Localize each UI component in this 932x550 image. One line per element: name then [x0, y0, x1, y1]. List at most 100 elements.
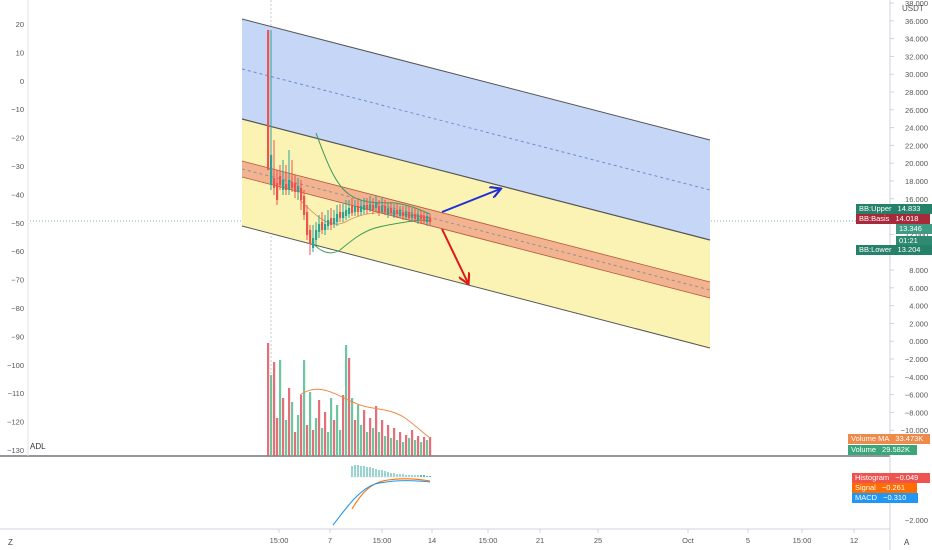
volume-bar: [360, 425, 363, 456]
volume-bar: [342, 395, 345, 456]
candle-body: [297, 186, 300, 192]
time-axis-tick: 12: [850, 536, 858, 545]
macd-tag: MACD −0.310: [852, 493, 919, 503]
adl-axis-tick: −10: [11, 105, 24, 114]
candle-body: [423, 216, 426, 221]
bb-basis-tag: BB:Basis 14.018: [856, 214, 931, 224]
histogram-value: −0.049: [895, 473, 919, 482]
candle-body: [363, 205, 366, 210]
time-axis-tick: 15:00: [479, 536, 498, 545]
candle-body: [354, 206, 357, 212]
adl-axis-tick: −20: [11, 134, 24, 143]
histogram-tag: Histogram −0.049: [852, 473, 931, 483]
volume-bar: [288, 388, 291, 456]
price-candle: [396, 204, 399, 218]
price-candle: [276, 170, 279, 205]
candle-body: [357, 206, 360, 212]
candle-body: [375, 202, 378, 208]
histogram-name: Histogram: [855, 473, 890, 482]
volume-bar: [405, 435, 408, 456]
candle-body: [405, 212, 408, 217]
time-axis-tick: 15:00: [373, 536, 392, 545]
price-candle: [315, 222, 318, 245]
price-candle: [420, 210, 423, 224]
candle-body: [273, 178, 276, 188]
price-candle: [369, 196, 372, 212]
candle-body: [402, 212, 405, 216]
volume-bar: [324, 412, 327, 456]
macd-histogram-bar: [372, 468, 374, 477]
candle-body: [408, 212, 411, 218]
candle-body: [399, 210, 402, 216]
candle-body: [324, 224, 327, 230]
countdown-value: 01:21: [899, 236, 918, 245]
price-axis-tick: 28.000: [905, 88, 928, 97]
candle-body: [336, 214, 339, 222]
last-price-tag: 13.346: [896, 224, 932, 234]
price-candle: [411, 208, 414, 222]
volume-bar: [345, 345, 348, 456]
channel-bottom-line: [241, 225, 711, 349]
candle-body: [330, 218, 333, 225]
volume-bar: [294, 432, 297, 456]
price-candle: [372, 198, 375, 214]
price-candle: [282, 160, 285, 195]
volume-bar: [357, 405, 360, 456]
candle-body: [366, 205, 369, 210]
channel-core-median: [241, 168, 711, 291]
candle-body: [378, 206, 381, 212]
price-candle: [414, 208, 417, 222]
candle-body: [417, 215, 420, 220]
macd-histogram-bar: [381, 470, 383, 477]
macd-histogram-bar: [393, 473, 395, 477]
macd-signal-line: [351, 478, 431, 510]
price-candle: [354, 200, 357, 216]
price-candle: [360, 200, 363, 215]
adl-axis-tick: −130: [7, 446, 24, 455]
price-axis-tick: 12.000: [905, 230, 928, 239]
volume-bar: [303, 360, 306, 456]
candle-body: [270, 155, 273, 185]
candle-body: [279, 176, 282, 185]
volume-bar: [282, 398, 285, 456]
price-candle: [363, 198, 366, 214]
volume-bar: [393, 428, 396, 456]
bb-upper-name: BB:Upper: [859, 204, 892, 213]
price-axis-tick: 38.000: [905, 0, 928, 8]
price-axis-tick: 8.000: [909, 266, 928, 275]
price-candle: [402, 206, 405, 220]
volume-name: Volume: [851, 445, 877, 454]
macd-histogram-bar: [360, 466, 362, 477]
macd-histogram-bar: [384, 471, 386, 477]
arrow-up-annotation: [441, 189, 500, 213]
volume-bar: [429, 437, 432, 456]
volume-bar: [279, 360, 282, 456]
macd-histogram-bar: [369, 467, 371, 477]
volume-bar: [318, 400, 321, 456]
price-candle: [318, 215, 321, 238]
status-right[interactable]: A: [904, 538, 910, 547]
adl-axis-tick: −50: [11, 219, 24, 228]
status-left[interactable]: Z: [8, 538, 13, 547]
time-axis-tick: 15:00: [270, 536, 289, 545]
macd-histogram-bar: [378, 470, 380, 477]
price-candle: [300, 180, 303, 210]
price-axis-tick: −10.000: [901, 426, 928, 435]
volume-bar: [297, 415, 300, 456]
macd-histogram-bar: [423, 475, 425, 477]
candle-body: [327, 220, 330, 226]
macd-histogram-bar: [408, 475, 410, 477]
volume-bar: [408, 438, 411, 456]
price-candle: [381, 198, 384, 214]
macd-histogram-bar: [399, 474, 401, 477]
bb-basis-name: BB:Basis: [859, 214, 890, 223]
volume-bar: [306, 425, 309, 456]
signal-name: Signal: [855, 483, 876, 492]
candle-body: [291, 182, 294, 188]
price-axis-tick: 30.000: [905, 70, 928, 79]
candle-body: [414, 214, 417, 219]
volume-bar: [426, 440, 429, 456]
volume-bar: [369, 418, 372, 456]
price-axis-tick: 24.000: [905, 124, 928, 133]
